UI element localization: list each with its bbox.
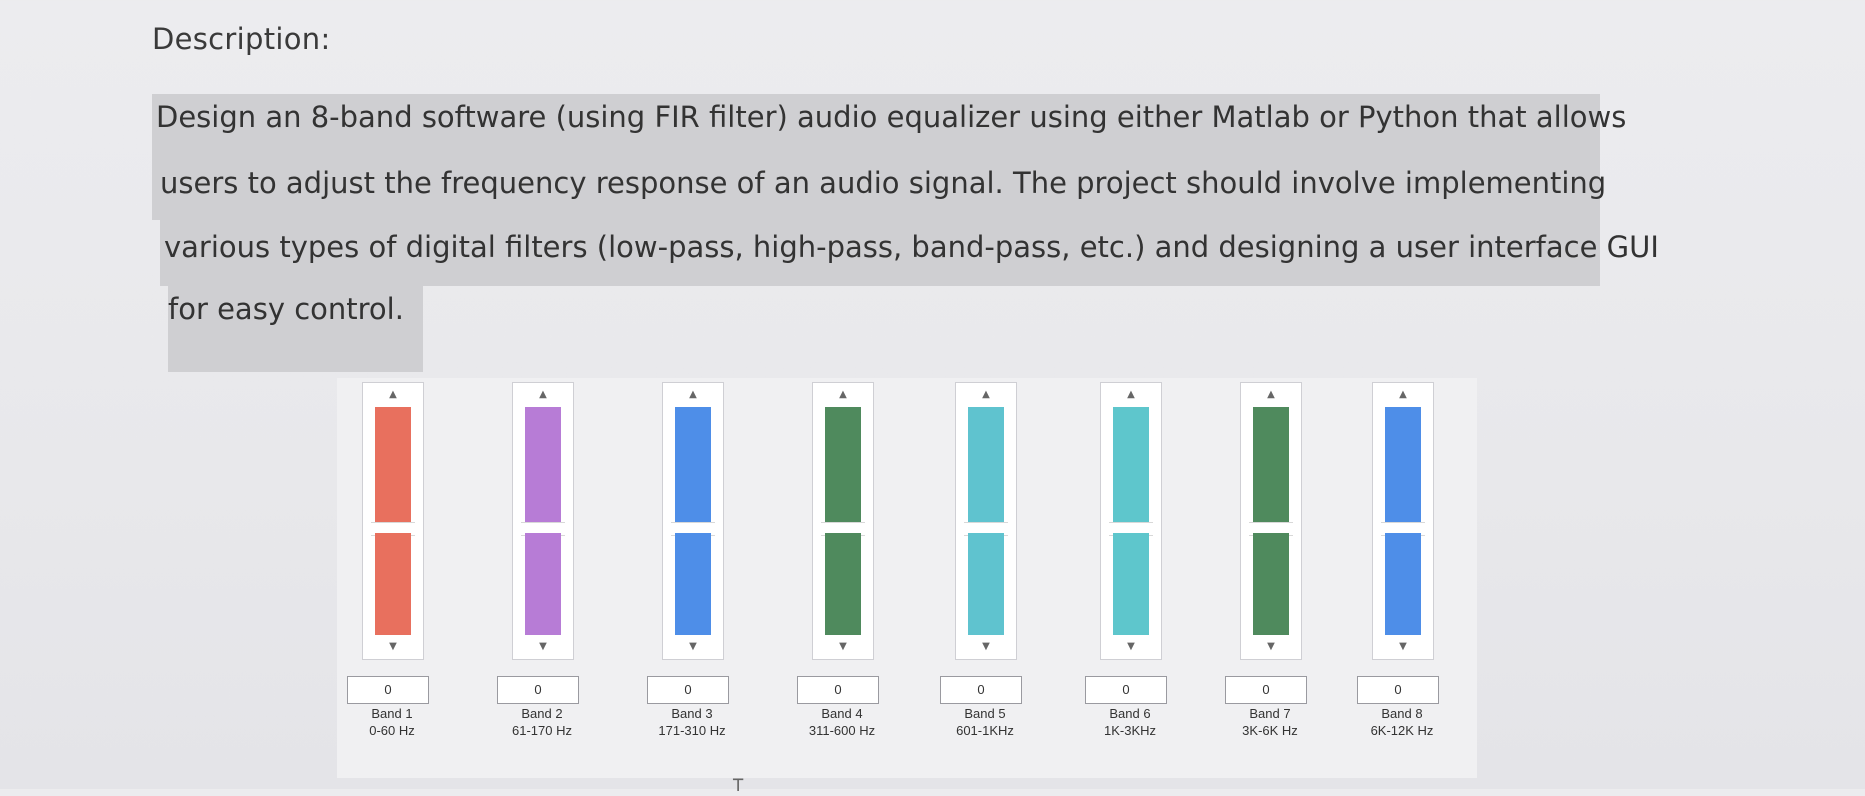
band-6-slider[interactable]: ▲ ▼ xyxy=(1100,382,1162,660)
band-7-name: Band 7 xyxy=(1249,706,1291,721)
band-2-name: Band 2 xyxy=(521,706,563,721)
slider-up-arrow-icon[interactable]: ▲ xyxy=(539,389,547,400)
band-6-value[interactable]: 0 xyxy=(1085,676,1167,704)
slider-fill-upper xyxy=(1385,407,1421,523)
slider-up-arrow-icon[interactable]: ▲ xyxy=(982,389,990,400)
slider-fill-lower xyxy=(525,533,561,635)
band-4-range: 311-600 Hz xyxy=(808,723,876,738)
slider-up-arrow-icon[interactable]: ▲ xyxy=(1267,389,1275,400)
band-7: ▲ ▼ 0 Band 7 3K-6K Hz xyxy=(1215,378,1345,758)
paragraph-highlight-2 xyxy=(152,156,1600,220)
paragraph-line-1: Design an 8-band software (using FIR fil… xyxy=(156,100,1627,134)
band-8-range: 6K-12K Hz xyxy=(1370,723,1434,738)
slider-up-arrow-icon[interactable]: ▲ xyxy=(839,389,847,400)
band-4-slider[interactable]: ▲ ▼ xyxy=(812,382,874,660)
band-8-name: Band 8 xyxy=(1381,706,1423,721)
slider-down-arrow-icon[interactable]: ▼ xyxy=(1267,641,1275,652)
paragraph-highlight-3 xyxy=(160,220,1600,286)
paragraph-highlight-1 xyxy=(152,94,1600,156)
slider-up-arrow-icon[interactable]: ▲ xyxy=(689,389,697,400)
slider-fill-lower xyxy=(1385,533,1421,635)
band-6-range: 1K-3KHz xyxy=(1103,723,1157,738)
band-2-value[interactable]: 0 xyxy=(497,676,579,704)
slider-fill-upper xyxy=(825,407,861,523)
band-3-range: 171-310 Hz xyxy=(658,723,726,738)
equalizer-panel: ▲ ▼ 0 Band 1 0-60 Hz ▲ ▼ 0 Band 2 61-170… xyxy=(337,378,1477,778)
band-4-name: Band 4 xyxy=(821,706,863,721)
slider-down-arrow-icon[interactable]: ▼ xyxy=(1399,641,1407,652)
band-5-slider[interactable]: ▲ ▼ xyxy=(955,382,1017,660)
band-4-value[interactable]: 0 xyxy=(797,676,879,704)
band-5-name: Band 5 xyxy=(964,706,1006,721)
slider-down-arrow-icon[interactable]: ▼ xyxy=(982,641,990,652)
band-8-value[interactable]: 0 xyxy=(1357,676,1439,704)
slider-down-arrow-icon[interactable]: ▼ xyxy=(689,641,697,652)
paragraph-line-2: users to adjust the frequency response o… xyxy=(160,166,1607,200)
band-3-name: Band 3 xyxy=(671,706,713,721)
band-7-slider[interactable]: ▲ ▼ xyxy=(1240,382,1302,660)
band-2-range: 61-170 Hz xyxy=(512,723,572,738)
slider-fill-lower xyxy=(1113,533,1149,635)
slider-down-arrow-icon[interactable]: ▼ xyxy=(389,641,397,652)
slider-fill-lower xyxy=(375,533,411,635)
band-7-range: 3K-6K Hz xyxy=(1242,723,1298,738)
slider-fill-lower xyxy=(968,533,1004,635)
slider-down-arrow-icon[interactable]: ▼ xyxy=(839,641,847,652)
band-7-value[interactable]: 0 xyxy=(1225,676,1307,704)
paragraph-highlight-4 xyxy=(168,286,423,372)
text-cursor-icon: ⊤ xyxy=(732,772,745,796)
band-1: ▲ ▼ 0 Band 1 0-60 Hz xyxy=(337,378,467,758)
slider-fill-upper xyxy=(675,407,711,523)
band-5-value[interactable]: 0 xyxy=(940,676,1022,704)
band-5: ▲ ▼ 0 Band 5 601-1KHz xyxy=(930,378,1060,758)
band-1-slider[interactable]: ▲ ▼ xyxy=(362,382,424,660)
band-3-slider[interactable]: ▲ ▼ xyxy=(662,382,724,660)
paragraph-line-3: various types of digital filters (low-pa… xyxy=(164,230,1659,264)
paragraph-line-4: for easy control. xyxy=(168,292,404,326)
slider-fill-upper xyxy=(1113,407,1149,523)
band-8: ▲ ▼ 0 Band 8 6K-12K Hz xyxy=(1347,378,1477,758)
band-3-value[interactable]: 0 xyxy=(647,676,729,704)
slider-up-arrow-icon[interactable]: ▲ xyxy=(389,389,397,400)
band-6: ▲ ▼ 0 Band 6 1K-3KHz xyxy=(1075,378,1205,758)
band-2: ▲ ▼ 0 Band 2 61-170 Hz xyxy=(487,378,617,758)
band-2-slider[interactable]: ▲ ▼ xyxy=(512,382,574,660)
slider-down-arrow-icon[interactable]: ▼ xyxy=(1127,641,1135,652)
slider-down-arrow-icon[interactable]: ▼ xyxy=(539,641,547,652)
slider-fill-lower xyxy=(675,533,711,635)
band-1-range: 0-60 Hz xyxy=(369,723,415,738)
slider-fill-upper xyxy=(375,407,411,523)
band-8-slider[interactable]: ▲ ▼ xyxy=(1372,382,1434,660)
slider-fill-lower xyxy=(825,533,861,635)
slider-fill-lower xyxy=(1253,533,1289,635)
band-6-name: Band 6 xyxy=(1109,706,1151,721)
band-1-name: Band 1 xyxy=(371,706,413,721)
band-1-value[interactable]: 0 xyxy=(347,676,429,704)
slider-fill-upper xyxy=(525,407,561,523)
band-5-range: 601-1KHz xyxy=(956,723,1014,738)
band-4: ▲ ▼ 0 Band 4 311-600 Hz xyxy=(787,378,917,758)
slider-fill-upper xyxy=(1253,407,1289,523)
description-heading: Description: xyxy=(152,22,331,56)
band-3: ▲ ▼ 0 Band 3 171-310 Hz xyxy=(637,378,767,758)
slider-up-arrow-icon[interactable]: ▲ xyxy=(1127,389,1135,400)
slider-up-arrow-icon[interactable]: ▲ xyxy=(1399,389,1407,400)
slider-fill-upper xyxy=(968,407,1004,523)
